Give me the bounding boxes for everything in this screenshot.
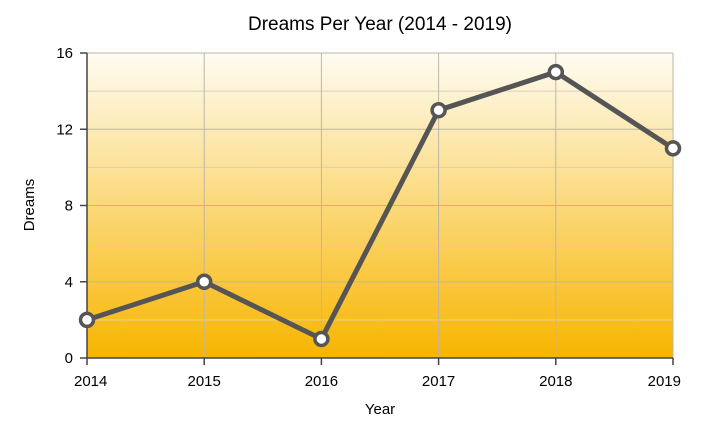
series-line [84, 69, 676, 342]
y-axis-label: Dreams [21, 179, 38, 232]
x-tick-label: 2017 [422, 373, 455, 390]
data-point [195, 273, 213, 290]
data-point [547, 63, 565, 81]
y-axis-ticks: 0 4 8 12 16 [56, 45, 87, 367]
data-series [78, 63, 682, 348]
x-tick-label: 2018 [539, 373, 572, 390]
x-axis-ticks: 2014 2015 2016 2017 2018 2019 [74, 358, 681, 390]
data-point [430, 101, 447, 119]
x-tick-label: 2019 [648, 373, 681, 390]
y-tick-label: 12 [56, 121, 73, 138]
data-point [78, 311, 96, 329]
chart-title: Dreams Per Year (2014 - 2019) [248, 14, 512, 35]
y-tick-label: 8 [65, 198, 73, 215]
x-tick-label: 2014 [74, 373, 107, 390]
y-tick-label: 4 [65, 274, 73, 291]
y-tick-label: 0 [65, 350, 73, 367]
data-point [313, 330, 330, 348]
y-tick-label: 16 [56, 45, 73, 62]
x-axis-label: Year [365, 401, 395, 418]
data-point [664, 140, 682, 157]
x-tick-label: 2015 [188, 373, 221, 390]
x-tick-label: 2016 [305, 373, 338, 390]
grid-lines [87, 52, 674, 358]
